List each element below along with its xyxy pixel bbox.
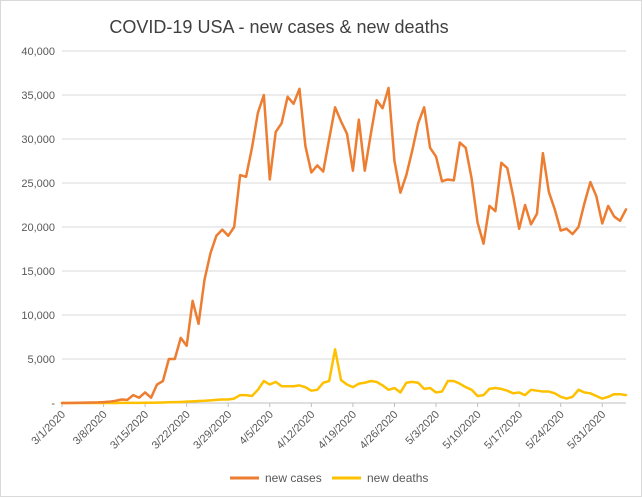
- x-tick-label: 3/1/2020: [29, 409, 68, 448]
- series-line-new-deaths: [60, 348, 628, 405]
- x-tick-label: 3/15/2020: [108, 409, 151, 452]
- x-tick-label: 3/22/2020: [150, 409, 193, 452]
- y-tick-label: 30,000: [21, 134, 55, 146]
- y-tick-label: 15,000: [21, 266, 55, 278]
- y-tick-label: 5,000: [27, 354, 55, 366]
- y-tick-label: 40,000: [21, 46, 55, 58]
- series-line-new-cases: [60, 86, 628, 405]
- x-tick-label: 5/3/2020: [403, 409, 442, 448]
- x-tick-label: 5/17/2020: [482, 409, 525, 452]
- x-tick-label: 5/10/2020: [441, 409, 484, 452]
- x-tick-label: 4/5/2020: [237, 409, 276, 448]
- y-tick-label: 35,000: [21, 90, 55, 102]
- legend: new cases new deaths: [230, 471, 428, 485]
- x-tick-label: 5/24/2020: [524, 409, 567, 452]
- y-tick-label: -: [51, 398, 55, 410]
- x-tick-label: 3/8/2020: [71, 409, 110, 448]
- series-lines: [60, 86, 628, 405]
- chart-title: COVID-19 USA - new cases & new deaths: [109, 17, 448, 37]
- y-axis-tick-labels: - 5,000 10,000 15,000 20,000 25,000 30,000 35,0…: [21, 46, 55, 410]
- legend-label-new-cases: new cases: [265, 471, 322, 485]
- legend-label-new-deaths: new deaths: [367, 471, 428, 485]
- x-tick-label: 3/29/2020: [191, 409, 234, 452]
- x-tick-label: 5/31/2020: [565, 409, 608, 452]
- x-tick-label: 4/19/2020: [316, 409, 359, 452]
- y-tick-label: 25,000: [21, 178, 55, 190]
- x-tick-label: 4/12/2020: [274, 409, 317, 452]
- x-tick-label: 4/26/2020: [357, 409, 400, 452]
- gridlines: [62, 50, 626, 404]
- y-tick-label: 10,000: [21, 310, 55, 322]
- y-tick-label: 20,000: [21, 222, 55, 234]
- x-axis-tick-labels: 3/1/2020 3/8/20203/15/20203/22/20203/29/2…: [29, 403, 608, 452]
